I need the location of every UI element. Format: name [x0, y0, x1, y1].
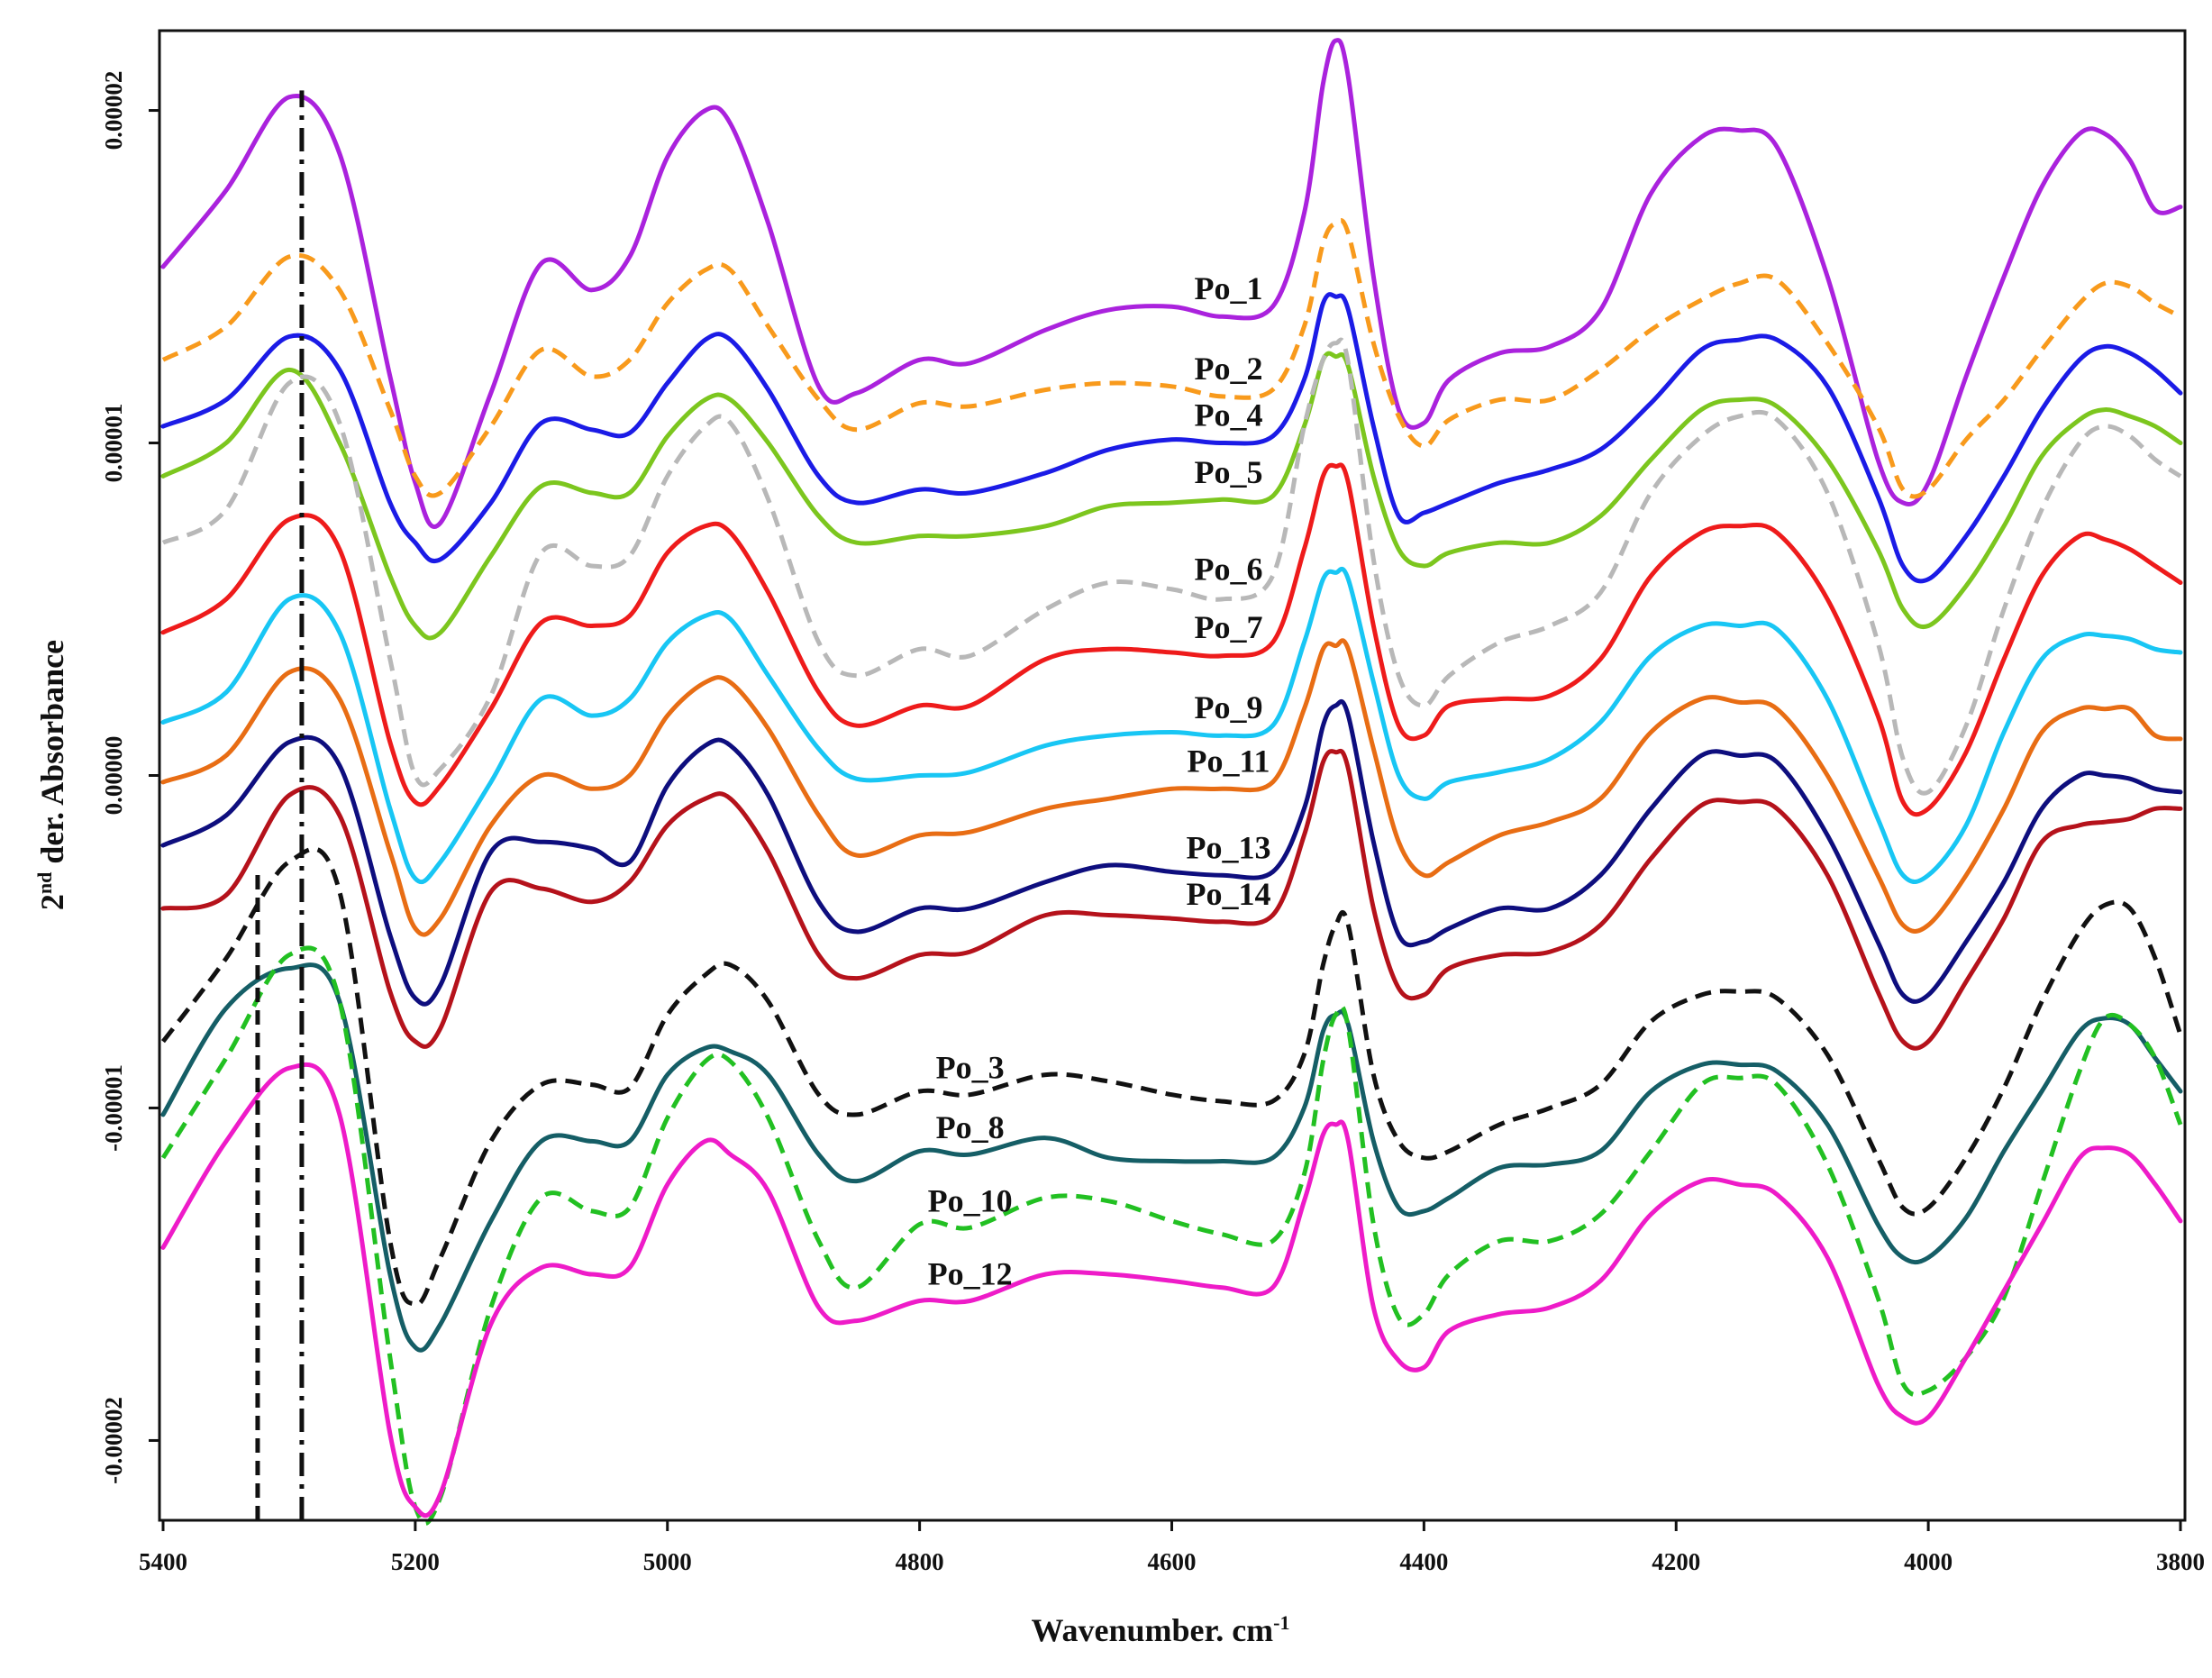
series-label-po-8: Po_8	[936, 1109, 1005, 1145]
x-tick-label: 5000	[643, 1548, 692, 1575]
series-line-po-1	[160, 38, 2183, 529]
series-label-po-4: Po_4	[1194, 397, 1262, 433]
series-labels: Po_1 Po_2 Po_4 Po_5 Po_6 Po_7 Po_9 Po_11 Po_13 Po…	[928, 270, 1271, 1292]
series-line-po-14	[160, 748, 2183, 1051]
y-tick-label: -0.00001	[100, 1064, 127, 1152]
series-line-po-7	[160, 462, 2183, 817]
series-label-po-13: Po_13	[1186, 830, 1270, 866]
x-tick-label: 4000	[1904, 1548, 1953, 1575]
series-line-po-8	[160, 962, 2183, 1353]
series-label-po-1: Po_1	[1194, 270, 1262, 306]
x-tick-label: 4400	[1399, 1548, 1448, 1575]
x-tick-label: 5400	[139, 1548, 187, 1575]
series-label-po-14: Po_14	[1186, 876, 1270, 912]
y-axis-title-prefix: 2	[34, 894, 70, 910]
series-line-po-3	[161, 846, 2183, 1307]
x-tick-label: 3800	[2156, 1548, 2205, 1575]
series-label-po-10: Po_10	[928, 1182, 1013, 1218]
x-axis-title-superscript: -1	[1273, 1611, 1289, 1634]
y-axis-ticks: 0.00002 0.00001 0.00000 -0.00001 -0.00002	[100, 71, 159, 1484]
series-line-po-9	[160, 566, 2183, 885]
x-axis-title: Wavenumber. cm-1	[1032, 1611, 1290, 1648]
x-tick-label: 4800	[896, 1548, 944, 1575]
x-tick-label: 4600	[1148, 1548, 1197, 1575]
x-axis-title-text: Wavenumber. cm	[1032, 1612, 1274, 1648]
series-label-po-11: Po_11	[1187, 743, 1270, 779]
x-tick-label: 4200	[1652, 1548, 1700, 1575]
y-axis-title-text: der. Absorbance	[34, 640, 70, 872]
y-axis-title: 2nd der. Absorbance	[33, 640, 70, 910]
y-tick-label: -0.00002	[100, 1397, 127, 1484]
series-line-po-2	[161, 218, 2182, 499]
reference-lines	[255, 90, 305, 1520]
y-tick-label: 0.00000	[100, 736, 127, 816]
series-line-po-11	[160, 638, 2183, 937]
series-line-po-12	[160, 1062, 2183, 1518]
y-tick-label: 0.00001	[100, 404, 127, 483]
series-label-po-7: Po_7	[1194, 609, 1262, 645]
series-line-po-13	[160, 698, 2183, 1007]
series-label-po-9: Po_9	[1194, 689, 1262, 725]
x-tick-label: 5200	[391, 1548, 440, 1575]
series-label-po-3: Po_3	[936, 1050, 1005, 1086]
series-label-po-6: Po_6	[1194, 552, 1262, 588]
series-label-po-2: Po_2	[1194, 351, 1262, 387]
series-line-po-6	[161, 337, 2182, 796]
y-tick-label: 0.00002	[100, 71, 127, 150]
series-label-po-12: Po_12	[928, 1255, 1013, 1291]
x-axis-ticks: 5400 5200 5000 4800 4600 4400 4200 4000 3800	[139, 1520, 2205, 1575]
series-group	[160, 38, 2183, 1526]
series-line-po-10	[160, 945, 2183, 1526]
series-line-po-4	[160, 292, 2183, 584]
y-axis-title-superscript: nd	[33, 872, 56, 894]
series-label-po-5: Po_5	[1194, 454, 1262, 490]
